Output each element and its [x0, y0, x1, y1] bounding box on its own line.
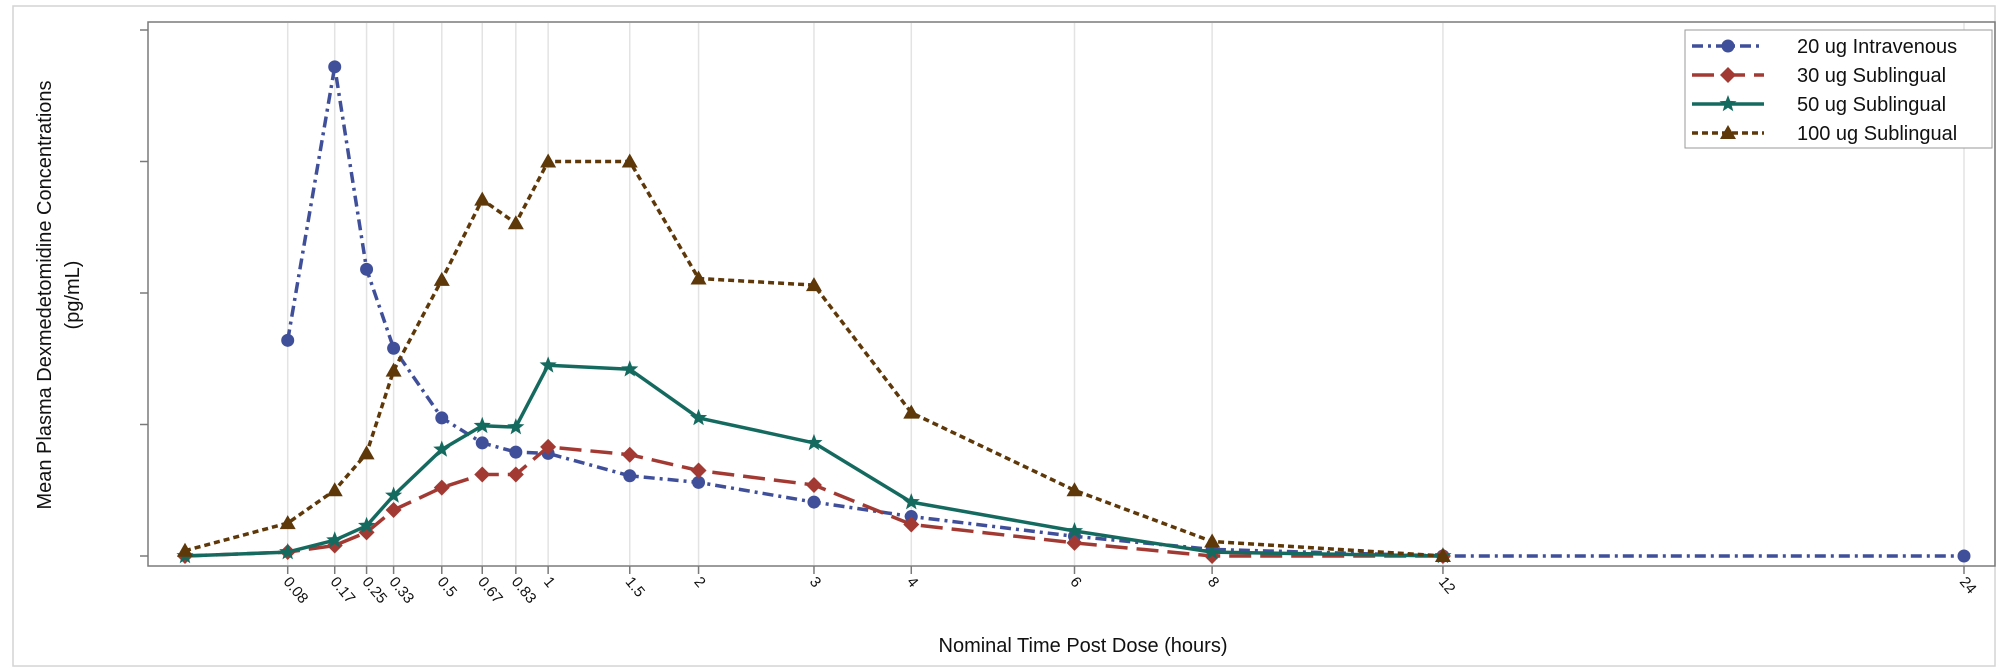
x-axis-title: Nominal Time Post Dose (hours): [939, 635, 1228, 657]
data-point: [385, 486, 403, 503]
legend-marker: [1719, 95, 1737, 112]
y-axis-title-line-2: (pg/mL): [62, 261, 84, 330]
data-point: [279, 543, 297, 560]
legend-box: [1684, 29, 1993, 149]
x-tick-label: 1.5: [622, 574, 648, 601]
data-point: [279, 515, 296, 530]
plot-frame: [147, 21, 1996, 567]
x-tick-label: 24: [1956, 574, 1980, 598]
data-point: [1066, 534, 1083, 551]
data-point: [540, 153, 557, 168]
data-point: [1204, 533, 1221, 548]
data-point: [326, 531, 344, 548]
data-point: [1065, 522, 1084, 539]
x-tick-label: 1: [540, 574, 558, 591]
data-point: [326, 482, 343, 497]
data-point: [903, 404, 920, 419]
data-point: [385, 501, 402, 518]
data-point: [473, 416, 491, 434]
x-axis-ticks: 0.08 0.17 0.250.33 0.5 0.67 0.83 1 1.5 2 3 4 6 8 12 24: [280, 566, 1980, 607]
data-point: [1957, 549, 1971, 563]
data-point: [805, 476, 822, 493]
data-point: [435, 411, 449, 425]
data-point: [474, 191, 491, 206]
data-point: [177, 542, 193, 557]
legend-label: 50 ug Sublingual: [1797, 94, 1946, 116]
series-line: [184, 363, 1443, 558]
x-tick-label: 4: [903, 574, 921, 591]
data-point: [621, 153, 638, 168]
data-point: [623, 469, 637, 483]
legend-marker: [1720, 125, 1736, 139]
x-tick-label: 0.17: [327, 574, 359, 607]
data-point: [507, 215, 524, 230]
data-point: [358, 516, 376, 534]
data-point: [387, 341, 401, 355]
data-point: [689, 408, 708, 426]
legend-marker: [1721, 39, 1735, 53]
y-axis-ticks: [140, 29, 148, 557]
data-point: [281, 333, 295, 347]
data-point: [433, 479, 450, 496]
data-point: [539, 356, 557, 373]
x-tick-label: 0.67: [474, 574, 506, 607]
data-point: [507, 466, 524, 483]
data-point: [902, 493, 920, 510]
data-point: [805, 433, 823, 451]
data-point: [540, 438, 557, 455]
legend-marker: [1720, 67, 1736, 83]
data-point: [385, 362, 402, 377]
x-tick-label: 0.5: [434, 574, 460, 601]
x-tick-label: 2: [690, 574, 708, 591]
series-layer: [176, 60, 1971, 564]
x-tick-label: 0.08: [280, 574, 312, 607]
x-tick-label: 3: [806, 574, 824, 591]
data-point: [328, 60, 342, 74]
data-point: [692, 475, 706, 489]
data-point: [807, 495, 821, 509]
series-3: [177, 153, 1451, 562]
legend-label: 100 ug Sublingual: [1797, 123, 1957, 145]
series-2: [176, 356, 1452, 564]
x-tick-label: 0.83: [508, 574, 540, 607]
data-point: [690, 462, 707, 479]
data-point: [433, 271, 450, 286]
data-point: [1066, 482, 1083, 497]
data-point: [474, 466, 491, 483]
legend: 20 ug Intravenous 30 ug Sublingual 50 ug S…: [1684, 29, 1993, 149]
x-tick-label: 8: [1204, 574, 1222, 591]
x-tick-label: 12: [1435, 574, 1459, 598]
y-axis-title-line-1: Mean Plasma Dexmedetomidine Concentratio…: [34, 80, 56, 509]
data-point: [433, 440, 451, 457]
x-tick-label: 0.25: [359, 574, 391, 607]
legend-label: 30 ug Sublingual: [1797, 65, 1946, 87]
data-point: [1203, 543, 1221, 560]
data-point: [805, 277, 822, 292]
legend-label: 20 ug Intravenous: [1797, 36, 1957, 58]
data-point: [690, 270, 707, 285]
x-tick-label: 0.33: [386, 574, 418, 607]
data-point: [507, 418, 525, 435]
data-point: [358, 445, 375, 460]
data-point: [621, 360, 639, 377]
series-line: [184, 445, 1443, 558]
data-point: [509, 445, 523, 459]
data-point: [621, 446, 638, 463]
data-point: [1434, 548, 1451, 562]
data-point: [360, 262, 374, 276]
x-tick-label: 6: [1066, 574, 1084, 591]
data-point: [475, 436, 489, 450]
data-point: [903, 516, 920, 533]
